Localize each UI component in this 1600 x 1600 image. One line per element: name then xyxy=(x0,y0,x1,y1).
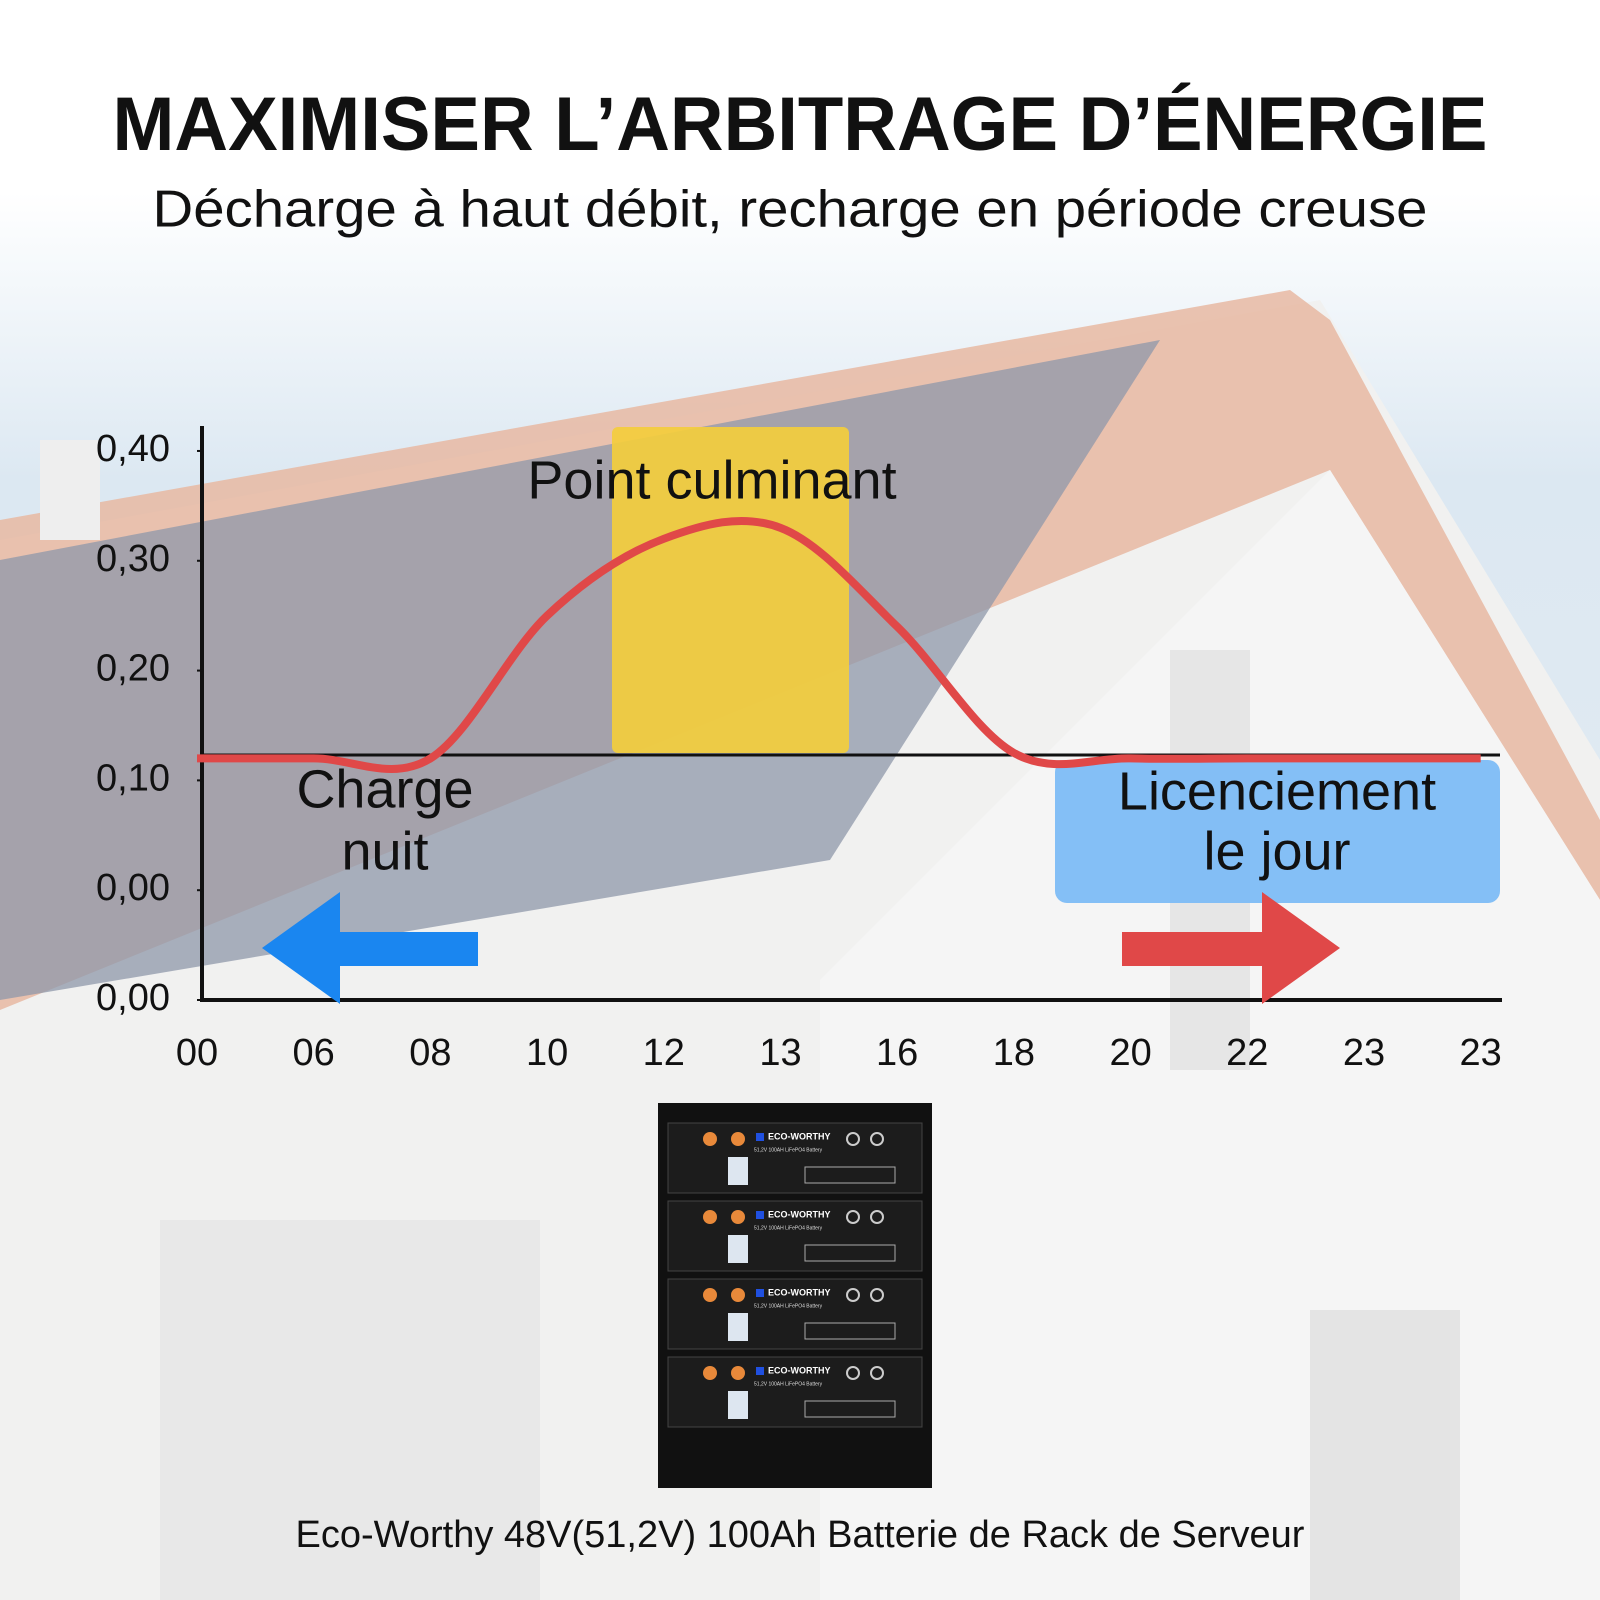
title: MAXIMISER L’ARBITRAGE D’ÉNERGIE xyxy=(113,82,1488,167)
x-tick-label: 13 xyxy=(759,1032,801,1074)
terminal xyxy=(731,1366,745,1380)
night-label: Charge xyxy=(296,759,473,819)
x-tick-label: 18 xyxy=(993,1032,1035,1074)
y-tick-label: 0,20 xyxy=(96,648,170,690)
day-label: le jour xyxy=(1203,821,1350,881)
terminal xyxy=(731,1288,745,1302)
breaker xyxy=(728,1157,748,1185)
port-panel xyxy=(804,1244,896,1262)
terminal xyxy=(731,1210,745,1224)
module-spec: 51,2V 100AH LiFePO4 Battery xyxy=(754,1381,823,1387)
x-tick-label: 23 xyxy=(1343,1032,1385,1074)
breaker xyxy=(728,1313,748,1341)
breaker xyxy=(728,1391,748,1419)
terminal xyxy=(731,1132,745,1146)
module-brand: ECO-WORTHY xyxy=(768,1365,831,1375)
module-brand: ECO-WORTHY xyxy=(768,1209,831,1219)
logo xyxy=(756,1367,764,1375)
y-tick-label: 0,10 xyxy=(96,757,170,799)
subtitle: Décharge à haut débit, recharge en pério… xyxy=(153,181,1428,239)
terminal xyxy=(703,1132,717,1146)
module-spec: 51,2V 100AH LiFePO4 Battery xyxy=(754,1225,823,1231)
knob xyxy=(870,1366,884,1380)
port-panel xyxy=(804,1166,896,1184)
logo xyxy=(756,1211,764,1219)
knob xyxy=(846,1210,860,1224)
x-tick-label: 06 xyxy=(293,1032,335,1074)
x-tick-label: 08 xyxy=(409,1032,451,1074)
terminal xyxy=(703,1210,717,1224)
knob xyxy=(870,1288,884,1302)
terminal xyxy=(703,1288,717,1302)
peak-box xyxy=(612,427,849,753)
knob xyxy=(870,1210,884,1224)
x-tick-label: 20 xyxy=(1109,1032,1151,1074)
knob xyxy=(846,1288,860,1302)
right-arrow xyxy=(1122,892,1340,1004)
module-spec: 51,2V 100AH LiFePO4 Battery xyxy=(754,1303,823,1309)
day-label: Licenciement xyxy=(1118,761,1436,821)
day-box xyxy=(1055,760,1500,903)
x-tick-label: 16 xyxy=(876,1032,918,1074)
module-brand: ECO-WORTHY xyxy=(768,1287,831,1297)
knob xyxy=(846,1366,860,1380)
battery-rack: ECO-WORTHY 51,2V 100AH LiFePO4 Battery ECO… xyxy=(658,1103,932,1488)
left-arrow xyxy=(262,892,478,1004)
logo xyxy=(756,1133,764,1141)
y-tick-label: 0,30 xyxy=(96,538,170,580)
x-tick-label: 10 xyxy=(526,1032,568,1074)
port-panel xyxy=(804,1400,896,1418)
port-panel xyxy=(804,1322,896,1340)
knob xyxy=(870,1132,884,1146)
x-tick-label: 12 xyxy=(643,1032,685,1074)
y-tick-label: 0,00 xyxy=(96,867,170,909)
breaker xyxy=(728,1235,748,1263)
module-spec: 51,2V 100AH LiFePO4 Battery xyxy=(754,1147,823,1153)
knob xyxy=(846,1132,860,1146)
y-tick-label: 0,40 xyxy=(96,428,170,470)
x-tick-label: 00 xyxy=(176,1032,218,1074)
peak-label: Point culminant xyxy=(527,450,896,510)
logo xyxy=(756,1289,764,1297)
module-brand: ECO-WORTHY xyxy=(768,1131,831,1141)
line-series xyxy=(197,516,1481,773)
x-tick-label: 22 xyxy=(1226,1032,1268,1074)
y-tick-label: 0,00 xyxy=(96,977,170,1019)
x-tick-label: 23 xyxy=(1460,1032,1502,1074)
night-label: nuit xyxy=(341,821,428,881)
terminal xyxy=(703,1366,717,1380)
caption: Eco-Worthy 48V(51,2V) 100Ah Batterie de … xyxy=(296,1514,1305,1556)
